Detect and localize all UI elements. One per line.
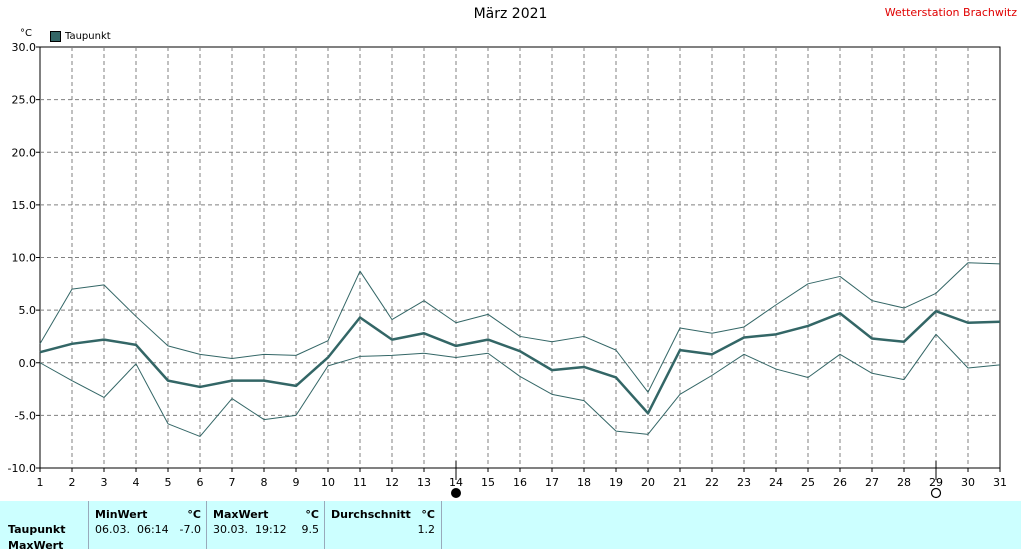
x-tick-label: 4 <box>133 476 140 489</box>
x-tick-label: 19 <box>609 476 623 489</box>
avg-unit: °C <box>421 508 435 521</box>
x-tick-label: 8 <box>261 476 268 489</box>
row-label-maxwert: MaxWert <box>8 539 64 552</box>
min-column: MinWert °C 06.03. 06:14 -7.0 <box>88 501 207 549</box>
x-tick-label: 14 <box>449 476 463 489</box>
series-upper-line <box>39 262 1001 393</box>
x-tick-label: 28 <box>897 476 911 489</box>
station-name: Wetterstation Brachwitz <box>884 6 1017 19</box>
series-taupunkt-line <box>39 309 1001 415</box>
chart-title: März 2021 <box>473 6 548 22</box>
x-tick-label: 5 <box>165 476 172 489</box>
max-unit: °C <box>305 508 319 521</box>
x-tick-label: 18 <box>577 476 591 489</box>
x-tick-label: 16 <box>513 476 527 489</box>
x-tick-label: 10 <box>321 476 335 489</box>
x-tick-label: 29 <box>929 476 943 489</box>
new-moon-icon <box>930 487 942 499</box>
x-tick-label: 24 <box>769 476 783 489</box>
y-tick-label: 10.0 <box>12 252 37 265</box>
x-tick-label: 25 <box>801 476 815 489</box>
min-value: -7.0 <box>179 523 201 536</box>
legend-swatch <box>50 31 61 42</box>
legend-label: Taupunkt <box>65 31 111 42</box>
max-value: 9.5 <box>301 523 320 536</box>
x-tick-label: 6 <box>197 476 204 489</box>
min-when: 06.03. 06:14 <box>95 523 169 536</box>
x-tick-label: 12 <box>385 476 399 489</box>
y-tick-label: 15.0 <box>12 199 37 212</box>
y-tick-label: 0.0 <box>19 357 37 370</box>
x-tick-label: 21 <box>673 476 687 489</box>
y-tick-label: 5.0 <box>19 304 37 317</box>
min-header: MinWert <box>95 508 148 521</box>
x-tick-label: 2 <box>69 476 76 489</box>
x-tick-label: 13 <box>417 476 431 489</box>
full-moon-icon <box>451 488 461 498</box>
x-tick-label: 9 <box>293 476 300 489</box>
y-tick-label: -5.0 <box>15 409 36 422</box>
max-when: 30.03. 19:12 <box>213 523 287 536</box>
series-lower-line <box>39 333 1001 437</box>
avg-value: 1.2 <box>417 523 436 536</box>
x-tick-label: 3 <box>101 476 108 489</box>
legend: Taupunkt <box>50 31 111 42</box>
avg-header: Durchschnitt <box>331 508 411 521</box>
y-tick-label: 20.0 <box>12 146 37 159</box>
max-header: MaxWert <box>213 508 269 521</box>
y-axis-unit: °C <box>20 28 32 39</box>
x-tick-label: 17 <box>545 476 559 489</box>
x-tick-label: 31 <box>993 476 1007 489</box>
x-tick-label: 23 <box>737 476 751 489</box>
x-tick-label: 30 <box>961 476 975 489</box>
x-tick-label: 15 <box>481 476 495 489</box>
stats-panel: Taupunkt MaxWert MinWert °C 06.03. 06:14… <box>0 501 1021 552</box>
x-tick-label: 20 <box>641 476 655 489</box>
y-tick-label: 30.0 <box>12 41 37 54</box>
row-label-taupunkt: Taupunkt <box>8 523 66 536</box>
x-tick-label: 22 <box>705 476 719 489</box>
x-tick-label: 1 <box>37 476 44 489</box>
x-tick-label: 26 <box>833 476 847 489</box>
max-column: MaxWert °C 30.03. 19:12 9.5 <box>206 501 325 549</box>
y-tick-label: 25.0 <box>12 94 37 107</box>
min-unit: °C <box>187 508 201 521</box>
y-tick-label: -10.0 <box>8 462 36 475</box>
avg-column: Durchschnitt °C 1.2 <box>324 501 442 549</box>
dewpoint-chart: 30.025.020.015.010.05.00.0-5.0-10.01 2 3 4 5… <box>8 41 1007 499</box>
x-tick-label: 11 <box>353 476 367 489</box>
x-tick-label: 27 <box>865 476 879 489</box>
x-tick-label: 7 <box>229 476 236 489</box>
